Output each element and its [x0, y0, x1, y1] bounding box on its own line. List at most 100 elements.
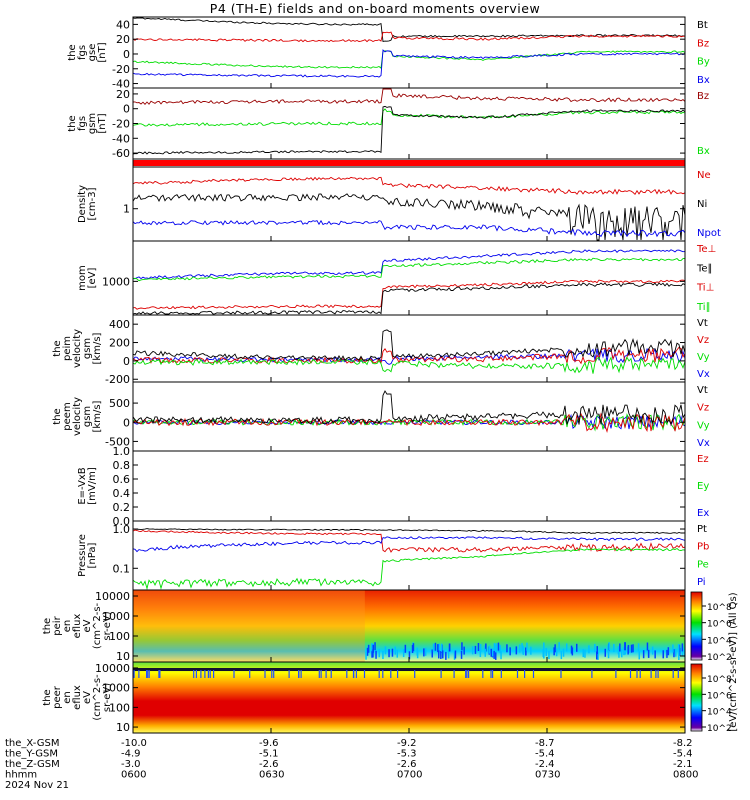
ion-spectrogram-pixel: [484, 648, 486, 657]
series-line: [132, 176, 686, 196]
legend-vx: Vx: [697, 438, 710, 449]
y-axis-label: E=-VxB: [77, 467, 88, 504]
xaxis-row-label: the_Y-GSM: [5, 749, 58, 760]
panel-3: 1 Density [cm-3] Ne Ni Npot: [77, 166, 721, 242]
ion-spectrogram-pixel: [630, 644, 633, 653]
y-axis-label: the: [42, 689, 53, 705]
xaxis-row-value: 0700: [397, 770, 422, 781]
electron-spectrogram-pixel: [591, 670, 593, 678]
ion-spectrogram-pixel: [525, 647, 527, 656]
ion-spectrogram-pixel: [543, 642, 545, 651]
electron-spectrogram-pixel: [378, 670, 380, 678]
series-line: [132, 282, 686, 315]
ion-spectrogram-pixel: [367, 644, 370, 653]
ion-spectrogram-pixel: [437, 644, 439, 653]
ion-spectrogram-pixel: [432, 643, 435, 652]
xaxis-row-value: -3.0: [121, 759, 141, 770]
panel-frame: [132, 166, 686, 242]
panel-9: 10000 1000 100 10 the peir en eflux eV (cm^2-s-sr…: [42, 589, 686, 663]
y-axis-label: [nT]: [97, 113, 108, 133]
legend-vy: Vy: [697, 420, 710, 431]
y-tick-label: 10000: [95, 590, 130, 603]
ion-spectrogram-pixel: [623, 647, 625, 656]
ion-spectrogram-pixel: [651, 646, 654, 655]
y-tick-label: -500: [105, 435, 130, 448]
series-line: [132, 279, 686, 310]
electron-spectrogram-pixel: [468, 670, 470, 678]
panel-frame: [132, 314, 686, 383]
y-tick-label: 10: [116, 650, 130, 663]
xaxis-row-value: -10.0: [121, 738, 147, 749]
y-axis-label: [cm-3]: [87, 187, 98, 220]
y-axis-label: sr-eV): [102, 611, 113, 640]
series-line: [133, 249, 686, 280]
electron-spectrogram-pixel: [158, 670, 160, 678]
panel-frame: [132, 16, 686, 89]
legend-bt: Bt: [697, 20, 708, 31]
xaxis-row-value: -9.6: [259, 738, 279, 749]
ion-spectrogram-pixel: [497, 642, 500, 651]
ion-spectrogram-pixel: [617, 646, 620, 655]
xaxis-row-value: -2.6: [259, 759, 279, 770]
ion-spectrogram-pixel: [447, 650, 450, 659]
xaxis-date: 2024 Nov 21: [5, 780, 69, 791]
xaxis-row-value: 0630: [259, 770, 284, 781]
colorbar-tick-label: 10^2: [707, 653, 732, 663]
electron-spectrogram-pixel: [650, 670, 652, 678]
y-tick-label: 0: [123, 355, 130, 368]
electron-spectrogram-pixel: [249, 670, 251, 678]
ion-spectrogram-pixel: [647, 649, 650, 658]
ion-spectrogram-pixel: [396, 649, 398, 658]
electron-spectrogram-pixel: [453, 670, 455, 678]
panel-frame: [132, 520, 686, 591]
legend-pb: Pb: [697, 542, 709, 553]
electron-spectrogram-pixel: [466, 670, 468, 678]
y-tick-label: 20: [116, 33, 130, 46]
ion-spectrogram-pixel: [521, 643, 523, 652]
y-axis-label: Density: [77, 185, 88, 223]
chart-title: P4 (TH-E) fields and on-board moments ov…: [209, 1, 541, 16]
y-axis-label: eflux: [72, 685, 83, 710]
xaxis-row-value: -2.6: [397, 759, 417, 770]
series-line: [132, 329, 686, 361]
legend-vt: Vt: [697, 385, 708, 396]
y-tick-label: 20: [116, 88, 130, 101]
ion-spectrogram-pixel: [522, 646, 525, 655]
legend-ni: Ni: [697, 199, 707, 210]
ion-spectrogram-pixel: [493, 643, 496, 652]
panel-10: 10000 1000 100 10 the peer en eflux eV (cm^2-s-sr…: [42, 661, 686, 734]
xaxis-row-value: -4.9: [121, 749, 141, 760]
electron-spectrogram-pixel: [146, 670, 148, 678]
colorbar-tick-label: 10^2: [707, 724, 732, 734]
series-line: [132, 17, 686, 43]
ion-spectrogram-pixel: [554, 644, 556, 653]
ion-spectrogram-pixel: [666, 649, 668, 658]
ion-spectrogram-pixel: [624, 646, 626, 655]
ion-spectrogram-pixel: [500, 651, 502, 660]
electron-spectrogram-pixel: [490, 670, 492, 678]
y-tick-label: 0.8: [113, 459, 131, 472]
y-axis-label: sr-eV): [102, 683, 113, 712]
panel-frame: [132, 87, 686, 160]
electron-spectrogram-pixel: [233, 670, 235, 678]
legend-npot: Npot: [697, 228, 721, 239]
ion-spectrogram-pixel: [416, 647, 418, 656]
series-line: [132, 536, 686, 553]
y-axis-label: peem: [62, 402, 73, 430]
ion-spectrogram-pixel: [423, 648, 425, 657]
series-line: [132, 528, 686, 534]
ion-spectrogram-pixel: [566, 643, 568, 652]
y-tick-label: 0.2: [113, 501, 131, 514]
ion-spectrogram-pixel: [372, 649, 374, 658]
y-axis-label: gsm: [87, 113, 98, 134]
ion-spectrogram-pixel: [509, 647, 511, 656]
ion-spectrogram-pixel: [384, 646, 387, 655]
y-tick-label: 400: [109, 318, 130, 331]
ion-spectrogram-pixel: [402, 649, 405, 657]
ion-spectrogram-pixel: [613, 643, 615, 652]
y-tick-label: 1.0: [113, 523, 131, 536]
y-tick-label: 0: [123, 48, 130, 61]
ion-spectrogram-pixel: [371, 649, 373, 658]
ion-spectrogram-pixel: [588, 645, 590, 654]
electron-spectrogram-pixel: [482, 670, 484, 678]
